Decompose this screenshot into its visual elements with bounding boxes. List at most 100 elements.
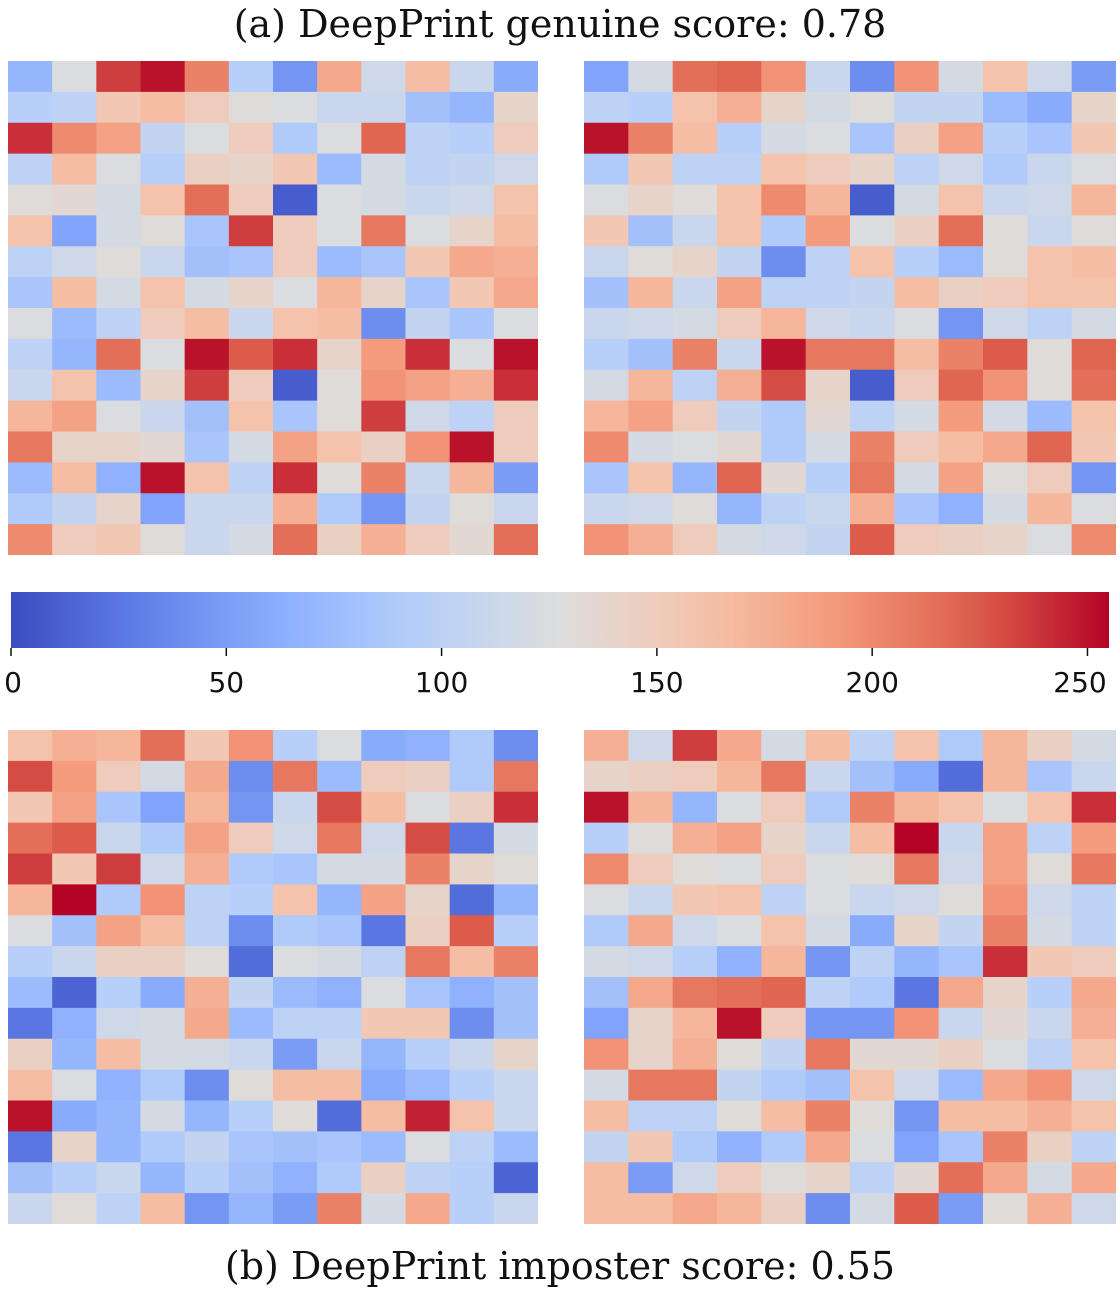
heatmap-cell: [850, 1069, 895, 1102]
colorbar-ticks: 0 50 100 150 200 250: [4, 648, 1107, 699]
heatmap-cell: [493, 1100, 538, 1132]
heatmap-cell: [140, 153, 186, 186]
heatmap-cell: [584, 791, 629, 824]
heatmap-cell: [405, 308, 451, 340]
heatmap-cell: [628, 91, 674, 124]
heatmap-cell: [1071, 1162, 1116, 1194]
heatmap-cell: [449, 822, 495, 855]
heatmap-cell: [449, 215, 495, 247]
heatmap-cell: [228, 153, 274, 186]
heatmap-cell: [894, 730, 940, 762]
heatmap-cell: [52, 61, 97, 93]
heatmap-cell: [273, 1131, 318, 1163]
heatmap-cell: [273, 853, 318, 885]
heatmap-cell: [1027, 822, 1073, 855]
heatmap-cell: [493, 946, 538, 978]
heatmap-cell: [361, 884, 407, 916]
heatmap-cell: [761, 308, 807, 340]
heatmap-cell: [449, 1100, 495, 1132]
heatmap-cell: [449, 1193, 495, 1224]
heatmap-cell: [938, 946, 984, 978]
heatmap-cell: [96, 431, 142, 463]
heatmap-cell: [493, 400, 538, 433]
heatmap-cell: [628, 884, 674, 916]
heatmap-cell: [140, 61, 186, 93]
heatmap-cell: [317, 884, 362, 916]
heatmap-cell: [140, 822, 186, 855]
heatmap-cell: [361, 462, 407, 494]
heatmap-cell: [894, 431, 940, 463]
heatmap-cell: [850, 1162, 895, 1194]
heatmap-cell: [1027, 1100, 1073, 1132]
heatmap-cell: [273, 369, 318, 402]
heatmap-cell: [228, 215, 274, 247]
heatmap-cell: [584, 462, 629, 494]
heatmap-cell: [584, 822, 629, 855]
heatmap-cell: [184, 462, 230, 494]
heatmap-cell: [52, 122, 97, 155]
heatmap-cell: [938, 338, 984, 371]
heatmap-cell: [628, 215, 674, 247]
heatmap-cell: [273, 91, 318, 124]
heatmap-cell: [672, 730, 718, 762]
heatmap-cell: [717, 946, 762, 978]
heatmap-cell: [584, 153, 629, 186]
heatmap-cell: [1071, 853, 1116, 885]
heatmap-cell: [983, 431, 1028, 463]
heatmap-cell: [405, 1007, 451, 1040]
heatmap-cell: [449, 369, 495, 402]
heatmap-cell: [1071, 1007, 1116, 1040]
heatmap-cell: [8, 215, 53, 247]
heatmap-cell: [184, 977, 230, 1009]
heatmap-cell: [1027, 853, 1073, 885]
heatmap-cell: [628, 369, 674, 402]
heatmap-cell: [1071, 791, 1116, 824]
heatmap-cell: [983, 1193, 1028, 1224]
heatmap-cell: [628, 246, 674, 278]
heatmap-cell: [983, 184, 1028, 216]
heatmap-cell: [672, 1038, 718, 1071]
heatmap-cell: [717, 977, 762, 1009]
heatmap-cell: [628, 791, 674, 824]
heatmap-cell: [449, 524, 495, 555]
heatmap-cell: [449, 1131, 495, 1163]
heatmap-cell: [717, 791, 762, 824]
heatmap-cell: [584, 760, 629, 793]
heatmap-cell: [983, 308, 1028, 340]
heatmap-cell: [628, 1131, 674, 1163]
heatmap-cell: [361, 338, 407, 371]
heatmap-cell: [805, 215, 851, 247]
heatmap-cell: [273, 308, 318, 340]
heatmap-cell: [1027, 153, 1073, 186]
heatmap-cell: [317, 853, 362, 885]
heatmap-cell: [850, 822, 895, 855]
heatmap-cell: [761, 122, 807, 155]
heatmap-cell: [52, 493, 97, 525]
heatmap-cell: [361, 730, 407, 762]
heatmap-cell: [317, 977, 362, 1009]
heatmap-cell: [850, 1193, 895, 1224]
heatmap-cell: [96, 730, 142, 762]
heatmap-cell: [1027, 184, 1073, 216]
heatmap-cell: [1027, 1007, 1073, 1040]
heatmap-cell: [273, 915, 318, 947]
heatmap-cell: [983, 1162, 1028, 1194]
heatmap-cell: [273, 730, 318, 762]
heatmap-cell: [184, 730, 230, 762]
heatmap-cell: [761, 246, 807, 278]
heatmap-cell: [228, 1131, 274, 1163]
heatmap-cell: [184, 338, 230, 371]
heatmap-cell: [850, 884, 895, 916]
heatmap-cell: [983, 760, 1028, 793]
heatmap-cell: [983, 153, 1028, 186]
heatmap-cell: [405, 915, 451, 947]
heatmap-cell: [1027, 1069, 1073, 1102]
heatmap-cell: [8, 1069, 53, 1102]
heatmap-cell: [405, 853, 451, 885]
heatmap-cell: [228, 884, 274, 916]
heatmap-cell: [317, 1193, 362, 1224]
heatmap-cell: [449, 1069, 495, 1102]
heatmap-cell: [850, 1100, 895, 1132]
heatmap-cell: [628, 853, 674, 885]
heatmap-cell: [628, 122, 674, 155]
